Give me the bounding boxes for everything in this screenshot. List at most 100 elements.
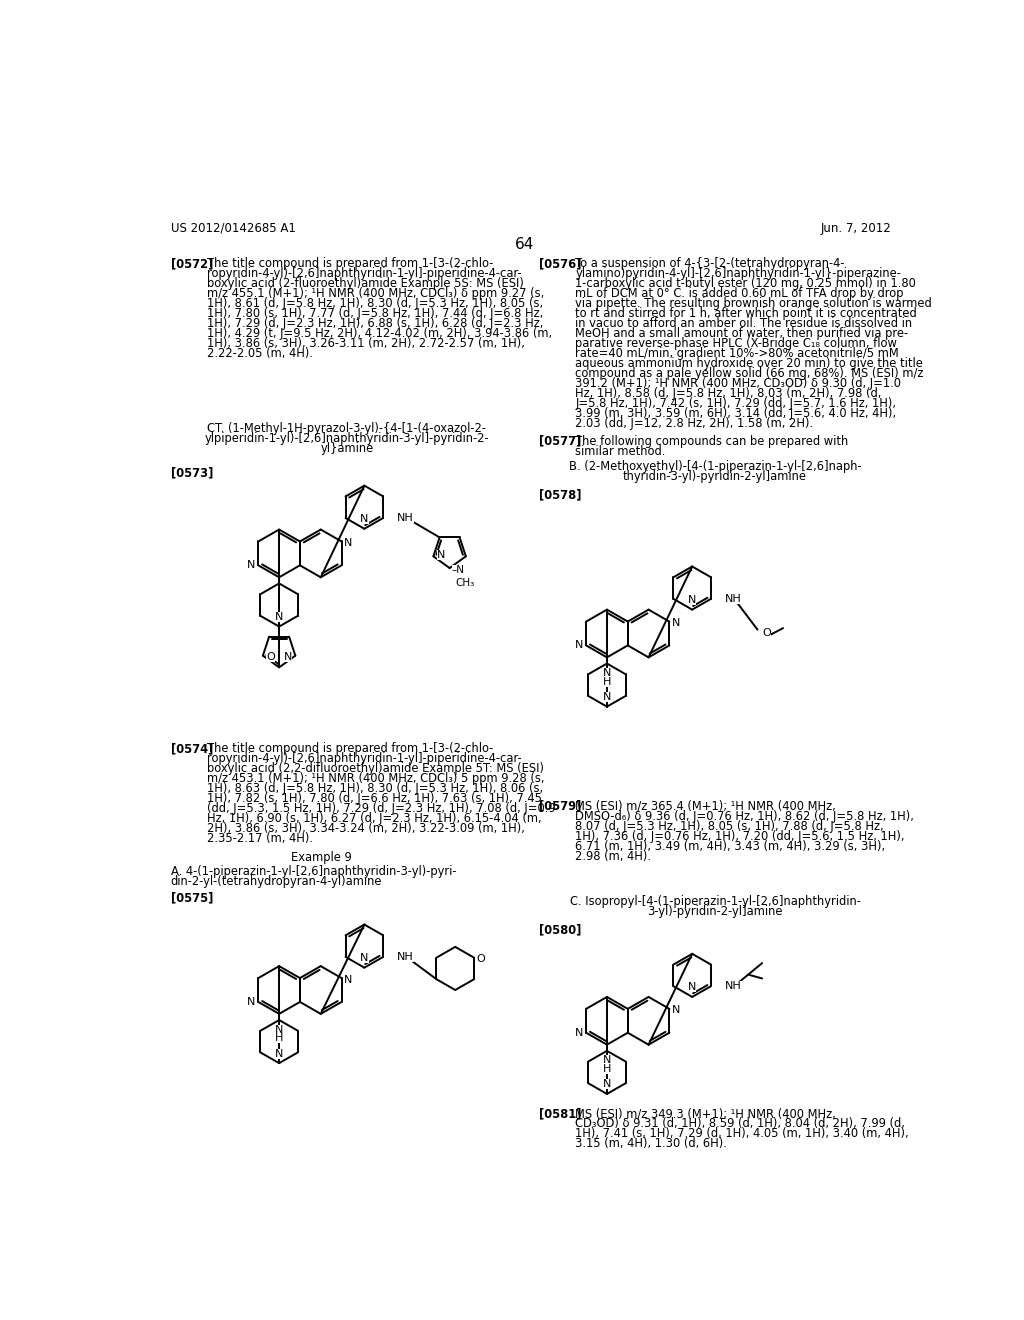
Text: 1H), 8.61 (d, J=5.8 Hz, 1H), 8.30 (d, J=5.3 Hz, 1H), 8.05 (s,: 1H), 8.61 (d, J=5.8 Hz, 1H), 8.30 (d, J=… bbox=[207, 297, 543, 310]
Text: [0576]: [0576] bbox=[539, 257, 582, 271]
Text: rate=40 mL/min, gradient 10%->80% acetonitrile/5 mM: rate=40 mL/min, gradient 10%->80% aceton… bbox=[575, 347, 899, 360]
Text: [0580]: [0580] bbox=[539, 923, 582, 936]
Text: mL of DCM at 0° C. is added 0.60 mL of TFA drop by drop: mL of DCM at 0° C. is added 0.60 mL of T… bbox=[575, 286, 903, 300]
Text: 1H), 8.63 (d, J=5.8 Hz, 1H), 8.30 (d, J=5.3 Hz, 1H), 8.06 (s,: 1H), 8.63 (d, J=5.8 Hz, 1H), 8.30 (d, J=… bbox=[207, 781, 543, 795]
Text: MeOH and a small amount of water, then purified via pre-: MeOH and a small amount of water, then p… bbox=[575, 327, 908, 341]
Text: compound as a pale yellow solid (66 mg, 68%). MS (ESI) m/z: compound as a pale yellow solid (66 mg, … bbox=[575, 367, 924, 380]
Text: N: N bbox=[603, 1056, 611, 1065]
Text: ropyridin-4-yl)-[2,6]naphthyridin-1-yl]-piperidine-4-car-: ropyridin-4-yl)-[2,6]naphthyridin-1-yl]-… bbox=[207, 752, 521, 766]
Text: 1H), 7.82 (s, 1H), 7.80 (d, J=6.6 Hz, 1H), 7.63 (s, 1H), 7.45: 1H), 7.82 (s, 1H), 7.80 (d, J=6.6 Hz, 1H… bbox=[207, 792, 542, 805]
Text: N: N bbox=[672, 618, 680, 628]
Text: N: N bbox=[603, 692, 611, 702]
Text: NH: NH bbox=[397, 513, 414, 523]
Text: 64: 64 bbox=[515, 238, 535, 252]
Text: ylpiperidin-1-yl)-[2,6]naphthyridin-3-yl]-pyridin-2-: ylpiperidin-1-yl)-[2,6]naphthyridin-3-yl… bbox=[205, 432, 489, 445]
Text: 1H), 7.80 (s, 1H), 7.77 (d, J=5.8 Hz, 1H), 7.44 (d, J=6.8 Hz,: 1H), 7.80 (s, 1H), 7.77 (d, J=5.8 Hz, 1H… bbox=[207, 308, 544, 319]
Text: [0577]: [0577] bbox=[539, 434, 582, 447]
Text: similar method.: similar method. bbox=[575, 445, 666, 458]
Text: via pipette. The resulting brownish orange solution is warmed: via pipette. The resulting brownish oran… bbox=[575, 297, 932, 310]
Text: N: N bbox=[688, 595, 696, 605]
Text: 2.98 (m, 4H).: 2.98 (m, 4H). bbox=[575, 850, 651, 863]
Text: To a suspension of 4-{3-[2-(tetrahydropyran-4-: To a suspension of 4-{3-[2-(tetrahydropy… bbox=[575, 257, 845, 271]
Text: boxylic acid (2,2-difluoroethyl)amide Example 5T: MS (ESI): boxylic acid (2,2-difluoroethyl)amide Ex… bbox=[207, 762, 544, 775]
Text: 1H), 4.29 (t, J=9.5 Hz, 2H), 4.12-4.02 (m, 2H), 3.94-3.86 (m,: 1H), 4.29 (t, J=9.5 Hz, 2H), 4.12-4.02 (… bbox=[207, 327, 552, 341]
Text: 3.99 (m, 3H), 3.59 (m, 6H), 3.14 (dd, J=5.6, 4.0 Hz, 4H),: 3.99 (m, 3H), 3.59 (m, 6H), 3.14 (dd, J=… bbox=[575, 407, 896, 420]
Text: A. 4-(1-piperazin-1-yl-[2,6]naphthyridin-3-yl)-pyri-: A. 4-(1-piperazin-1-yl-[2,6]naphthyridin… bbox=[171, 866, 456, 878]
Text: CT. (1-Methyl-1H-pyrazol-3-yl)-{4-[1-(4-oxazol-2-: CT. (1-Methyl-1H-pyrazol-3-yl)-{4-[1-(4-… bbox=[208, 422, 486, 434]
Text: B. (2-Methoxyethyl)-[4-(1-piperazin-1-yl-[2,6]naph-: B. (2-Methoxyethyl)-[4-(1-piperazin-1-yl… bbox=[568, 461, 861, 474]
Text: N: N bbox=[574, 1028, 583, 1038]
Text: NH: NH bbox=[725, 981, 741, 991]
Text: Example 9: Example 9 bbox=[291, 851, 351, 865]
Text: C. Isopropyl-[4-(1-piperazin-1-yl-[2,6]naphthyridin-: C. Isopropyl-[4-(1-piperazin-1-yl-[2,6]n… bbox=[569, 895, 860, 908]
Text: parative reverse-phase HPLC (X-Bridge C₁₈ column, flow: parative reverse-phase HPLC (X-Bridge C₁… bbox=[575, 337, 897, 350]
Text: N: N bbox=[603, 1080, 611, 1089]
Text: yl}amine: yl}amine bbox=[321, 442, 374, 455]
Text: Jun. 7, 2012: Jun. 7, 2012 bbox=[820, 222, 891, 235]
Text: 1H), 7.29 (d, J=2.3 Hz, 1H), 6.88 (s, 1H), 6.28 (d, J=2.3 Hz,: 1H), 7.29 (d, J=2.3 Hz, 1H), 6.88 (s, 1H… bbox=[207, 317, 544, 330]
Text: N: N bbox=[436, 550, 444, 560]
Text: to rt and stirred for 1 h, after which point it is concentrated: to rt and stirred for 1 h, after which p… bbox=[575, 308, 916, 319]
Text: H: H bbox=[274, 1034, 284, 1043]
Text: N: N bbox=[360, 515, 369, 524]
Text: NH: NH bbox=[397, 952, 414, 962]
Text: 2H), 3.86 (s, 3H), 3.34-3.24 (m, 2H), 3.22-3.09 (m, 1H),: 2H), 3.86 (s, 3H), 3.34-3.24 (m, 2H), 3.… bbox=[207, 822, 525, 836]
Text: 3-yl)-pyridin-2-yl]amine: 3-yl)-pyridin-2-yl]amine bbox=[647, 906, 782, 919]
Text: aqueous ammonium hydroxide over 20 min) to give the title: aqueous ammonium hydroxide over 20 min) … bbox=[575, 358, 923, 370]
Text: N: N bbox=[453, 565, 461, 574]
Text: 1H), 3.86 (s, 3H), 3.26-3.11 (m, 2H), 2.72-2.57 (m, 1H),: 1H), 3.86 (s, 3H), 3.26-3.11 (m, 2H), 2.… bbox=[207, 337, 525, 350]
Text: 2.03 (dd, J=12, 2.8 Hz, 2H), 1.58 (m, 2H).: 2.03 (dd, J=12, 2.8 Hz, 2H), 1.58 (m, 2H… bbox=[575, 417, 813, 430]
Text: thyridin-3-yl)-pyridin-2-yl]amine: thyridin-3-yl)-pyridin-2-yl]amine bbox=[623, 470, 807, 483]
Text: ylamino)pyridin-4-yl]-[2,6]naphthyridin-1-yl}-piperazine-: ylamino)pyridin-4-yl]-[2,6]naphthyridin-… bbox=[575, 267, 901, 280]
Text: m/z 455.1 (M+1); ¹H NMR (400 MHz, CDCl₃) δ ppm 9.27 (s,: m/z 455.1 (M+1); ¹H NMR (400 MHz, CDCl₃)… bbox=[207, 286, 545, 300]
Text: [0578]: [0578] bbox=[539, 488, 582, 502]
Text: MS (ESI) m/z 349.3 (M+1); ¹H NMR (400 MHz,: MS (ESI) m/z 349.3 (M+1); ¹H NMR (400 MH… bbox=[575, 1107, 836, 1121]
Text: The following compounds can be prepared with: The following compounds can be prepared … bbox=[575, 434, 849, 447]
Text: 1H), 7.36 (d, J=0.76 Hz, 1H), 7.20 (dd, J=5.6, 1.5 Hz, 1H),: 1H), 7.36 (d, J=0.76 Hz, 1H), 7.20 (dd, … bbox=[575, 830, 904, 843]
Text: Hz, 1H), 8.58 (d, J=5.8 Hz, 1H), 8.03 (m, 2H), 7.98 (d,: Hz, 1H), 8.58 (d, J=5.8 Hz, 1H), 8.03 (m… bbox=[575, 387, 882, 400]
Text: [0573]: [0573] bbox=[171, 466, 213, 479]
Text: 1H), 7.41 (s, 1H), 7.29 (d, 1H), 4.05 (m, 1H), 3.40 (m, 4H),: 1H), 7.41 (s, 1H), 7.29 (d, 1H), 4.05 (m… bbox=[575, 1127, 909, 1140]
Text: 2.22-2.05 (m, 4H).: 2.22-2.05 (m, 4H). bbox=[207, 347, 313, 360]
Text: N: N bbox=[274, 1024, 284, 1035]
Text: [0574]: [0574] bbox=[171, 742, 213, 755]
Text: O: O bbox=[762, 628, 771, 638]
Text: 8.07 (d, J=5.3 Hz, 1H), 8.05 (s, 1H), 7.88 (d, J=5.8 Hz,: 8.07 (d, J=5.3 Hz, 1H), 8.05 (s, 1H), 7.… bbox=[575, 820, 884, 833]
Text: N: N bbox=[274, 612, 284, 622]
Text: 1-carboxylic acid t-butyl ester (120 mg, 0.25 mmol) in 1.80: 1-carboxylic acid t-butyl ester (120 mg,… bbox=[575, 277, 916, 290]
Text: H: H bbox=[603, 1064, 611, 1074]
Text: –N: –N bbox=[452, 565, 465, 576]
Text: N: N bbox=[344, 539, 352, 548]
Text: J=5.8 Hz, 1H), 7.42 (s, 1H), 7.29 (dd, J=5.7, 1.6 Hz, 1H),: J=5.8 Hz, 1H), 7.42 (s, 1H), 7.29 (dd, J… bbox=[575, 397, 896, 411]
Text: [0575]: [0575] bbox=[171, 891, 213, 904]
Text: MS (ESI) m/z 365.4 (M+1); ¹H NMR (400 MHz,: MS (ESI) m/z 365.4 (M+1); ¹H NMR (400 MH… bbox=[575, 800, 836, 813]
Text: N: N bbox=[603, 668, 611, 678]
Text: CD₃OD) δ 9.31 (d, 1H), 8.59 (d, 1H), 8.04 (d, 2H), 7.99 (d,: CD₃OD) δ 9.31 (d, 1H), 8.59 (d, 1H), 8.0… bbox=[575, 1117, 905, 1130]
Text: boxylic acid (2-fluoroethyl)amide Example 5S: MS (ESI): boxylic acid (2-fluoroethyl)amide Exampl… bbox=[207, 277, 524, 290]
Text: 6.71 (m, 1H), 3.49 (m, 4H), 3.43 (m, 4H), 3.29 (s, 3H),: 6.71 (m, 1H), 3.49 (m, 4H), 3.43 (m, 4H)… bbox=[575, 840, 886, 853]
Text: N: N bbox=[574, 640, 583, 651]
Text: The title compound is prepared from 1-[3-(2-chlo-: The title compound is prepared from 1-[3… bbox=[207, 742, 494, 755]
Text: O: O bbox=[476, 954, 485, 964]
Text: 2.35-2.17 (m, 4H).: 2.35-2.17 (m, 4H). bbox=[207, 832, 313, 845]
Text: din-2-yl-(tetrahydropyran-4-yl)amine: din-2-yl-(tetrahydropyran-4-yl)amine bbox=[171, 875, 382, 888]
Text: H: H bbox=[603, 677, 611, 686]
Text: N: N bbox=[247, 997, 255, 1007]
Text: N: N bbox=[688, 982, 696, 993]
Text: 3.15 (m, 4H), 1.30 (d, 6H).: 3.15 (m, 4H), 1.30 (d, 6H). bbox=[575, 1137, 727, 1150]
Text: [0579]: [0579] bbox=[539, 800, 582, 813]
Text: 391.2 (M+1); ¹H NMR (400 MHz, CD₃OD) δ 9.30 (d, J=1.0: 391.2 (M+1); ¹H NMR (400 MHz, CD₃OD) δ 9… bbox=[575, 378, 901, 391]
Text: CH₃: CH₃ bbox=[456, 578, 475, 589]
Text: The title compound is prepared from 1-[3-(2-chlo-: The title compound is prepared from 1-[3… bbox=[207, 257, 494, 271]
Text: m/z 453.1 (M+1); ¹H NMR (400 MHz, CDCl₃) 5 ppm 9.28 (s,: m/z 453.1 (M+1); ¹H NMR (400 MHz, CDCl₃)… bbox=[207, 772, 545, 785]
Text: N: N bbox=[284, 652, 292, 663]
Text: [0572]: [0572] bbox=[171, 257, 213, 271]
Text: O: O bbox=[266, 652, 274, 663]
Text: [0581]: [0581] bbox=[539, 1107, 582, 1121]
Text: N: N bbox=[672, 1006, 680, 1015]
Text: N: N bbox=[360, 953, 369, 964]
Text: in vacuo to afford an amber oil. The residue is dissolved in: in vacuo to afford an amber oil. The res… bbox=[575, 317, 912, 330]
Text: N: N bbox=[274, 1048, 284, 1059]
Text: (dd, J=5.3, 1.5 Hz, 1H), 7.29 (d, J=2.3 Hz, 1H), 7.08 (d, J=0.9: (dd, J=5.3, 1.5 Hz, 1H), 7.29 (d, J=2.3 … bbox=[207, 803, 556, 816]
Text: Hz, 1H), 6.90 (s, 1H), 6.27 (d, J=2.3 Hz, 1H), 6.15-4.04 (m,: Hz, 1H), 6.90 (s, 1H), 6.27 (d, J=2.3 Hz… bbox=[207, 812, 542, 825]
